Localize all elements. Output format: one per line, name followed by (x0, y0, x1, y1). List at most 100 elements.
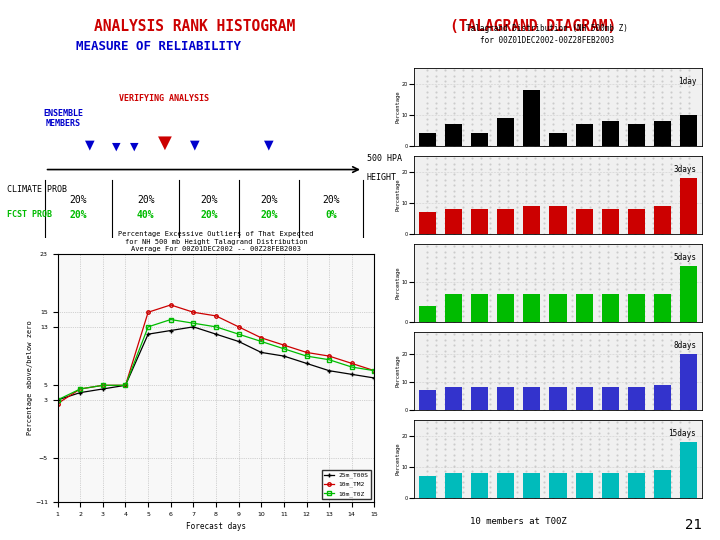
Point (485, 406, 496, 414)
Point (575, 301, 586, 310)
Point (593, 434, 604, 443)
Point (503, 456, 514, 464)
Point (611, 82, 623, 91)
Point (683, 208, 695, 217)
Point (521, 291, 532, 299)
Point (493, 186, 505, 195)
Point (620, 301, 631, 310)
Point (530, 120, 541, 129)
Point (602, 213, 613, 222)
Point (449, 253, 460, 261)
Point (457, 368, 469, 376)
Point (548, 159, 559, 168)
Point (467, 418, 478, 427)
Point (548, 400, 559, 409)
Point (457, 440, 469, 448)
Bar (654, 121, 671, 146)
Point (593, 400, 604, 409)
Point (431, 224, 442, 233)
Point (611, 93, 623, 102)
Point (566, 82, 577, 91)
Point (665, 307, 677, 315)
Point (503, 445, 514, 454)
Point (557, 165, 568, 173)
Point (521, 208, 532, 217)
Point (431, 176, 442, 184)
Point (638, 483, 649, 491)
Point (439, 352, 451, 360)
Point (575, 269, 586, 278)
Point (521, 285, 532, 294)
Point (512, 445, 523, 454)
Point (647, 335, 659, 344)
Point (629, 77, 641, 85)
Point (620, 483, 631, 491)
Point (521, 274, 532, 283)
Point (485, 181, 496, 190)
Point (512, 165, 523, 173)
Point (683, 488, 695, 497)
Point (566, 291, 577, 299)
Point (656, 258, 667, 267)
Point (539, 125, 550, 134)
Point (683, 87, 695, 96)
Point (493, 87, 505, 96)
Point (548, 176, 559, 184)
Point (593, 312, 604, 321)
Point (467, 192, 478, 200)
Point (584, 335, 595, 344)
Point (557, 213, 568, 222)
Point (593, 335, 604, 344)
Point (457, 197, 469, 206)
Point (485, 258, 496, 267)
Point (620, 109, 631, 118)
Point (566, 472, 577, 481)
Point (548, 434, 559, 443)
Point (548, 165, 559, 173)
Point (683, 219, 695, 227)
Point (475, 400, 487, 409)
Point (431, 109, 442, 118)
Point (521, 104, 532, 112)
Point (421, 242, 433, 251)
Point (647, 488, 659, 497)
Point (656, 208, 667, 217)
Point (485, 253, 496, 261)
Point (475, 104, 487, 112)
Point (620, 477, 631, 486)
Point (629, 253, 641, 261)
Point (431, 335, 442, 344)
Point (467, 197, 478, 206)
Point (665, 165, 677, 173)
Point (431, 141, 442, 150)
Point (611, 400, 623, 409)
Point (656, 274, 667, 283)
Point (548, 104, 559, 112)
Point (629, 186, 641, 195)
Point (602, 219, 613, 227)
Point (611, 202, 623, 211)
Point (620, 242, 631, 251)
Point (421, 253, 433, 261)
Point (485, 318, 496, 326)
Point (665, 247, 677, 256)
Point (539, 114, 550, 123)
Point (493, 253, 505, 261)
Point (638, 357, 649, 366)
Point (421, 483, 433, 491)
Point (647, 483, 659, 491)
Point (421, 440, 433, 448)
Point (493, 488, 505, 497)
Point (566, 98, 577, 107)
Point (620, 368, 631, 376)
Point (421, 400, 433, 409)
Point (602, 440, 613, 448)
Point (674, 312, 685, 321)
Point (493, 280, 505, 288)
Point (467, 93, 478, 102)
Point (539, 406, 550, 414)
Point (584, 362, 595, 371)
Point (485, 141, 496, 150)
Point (674, 141, 685, 150)
Point (431, 389, 442, 398)
